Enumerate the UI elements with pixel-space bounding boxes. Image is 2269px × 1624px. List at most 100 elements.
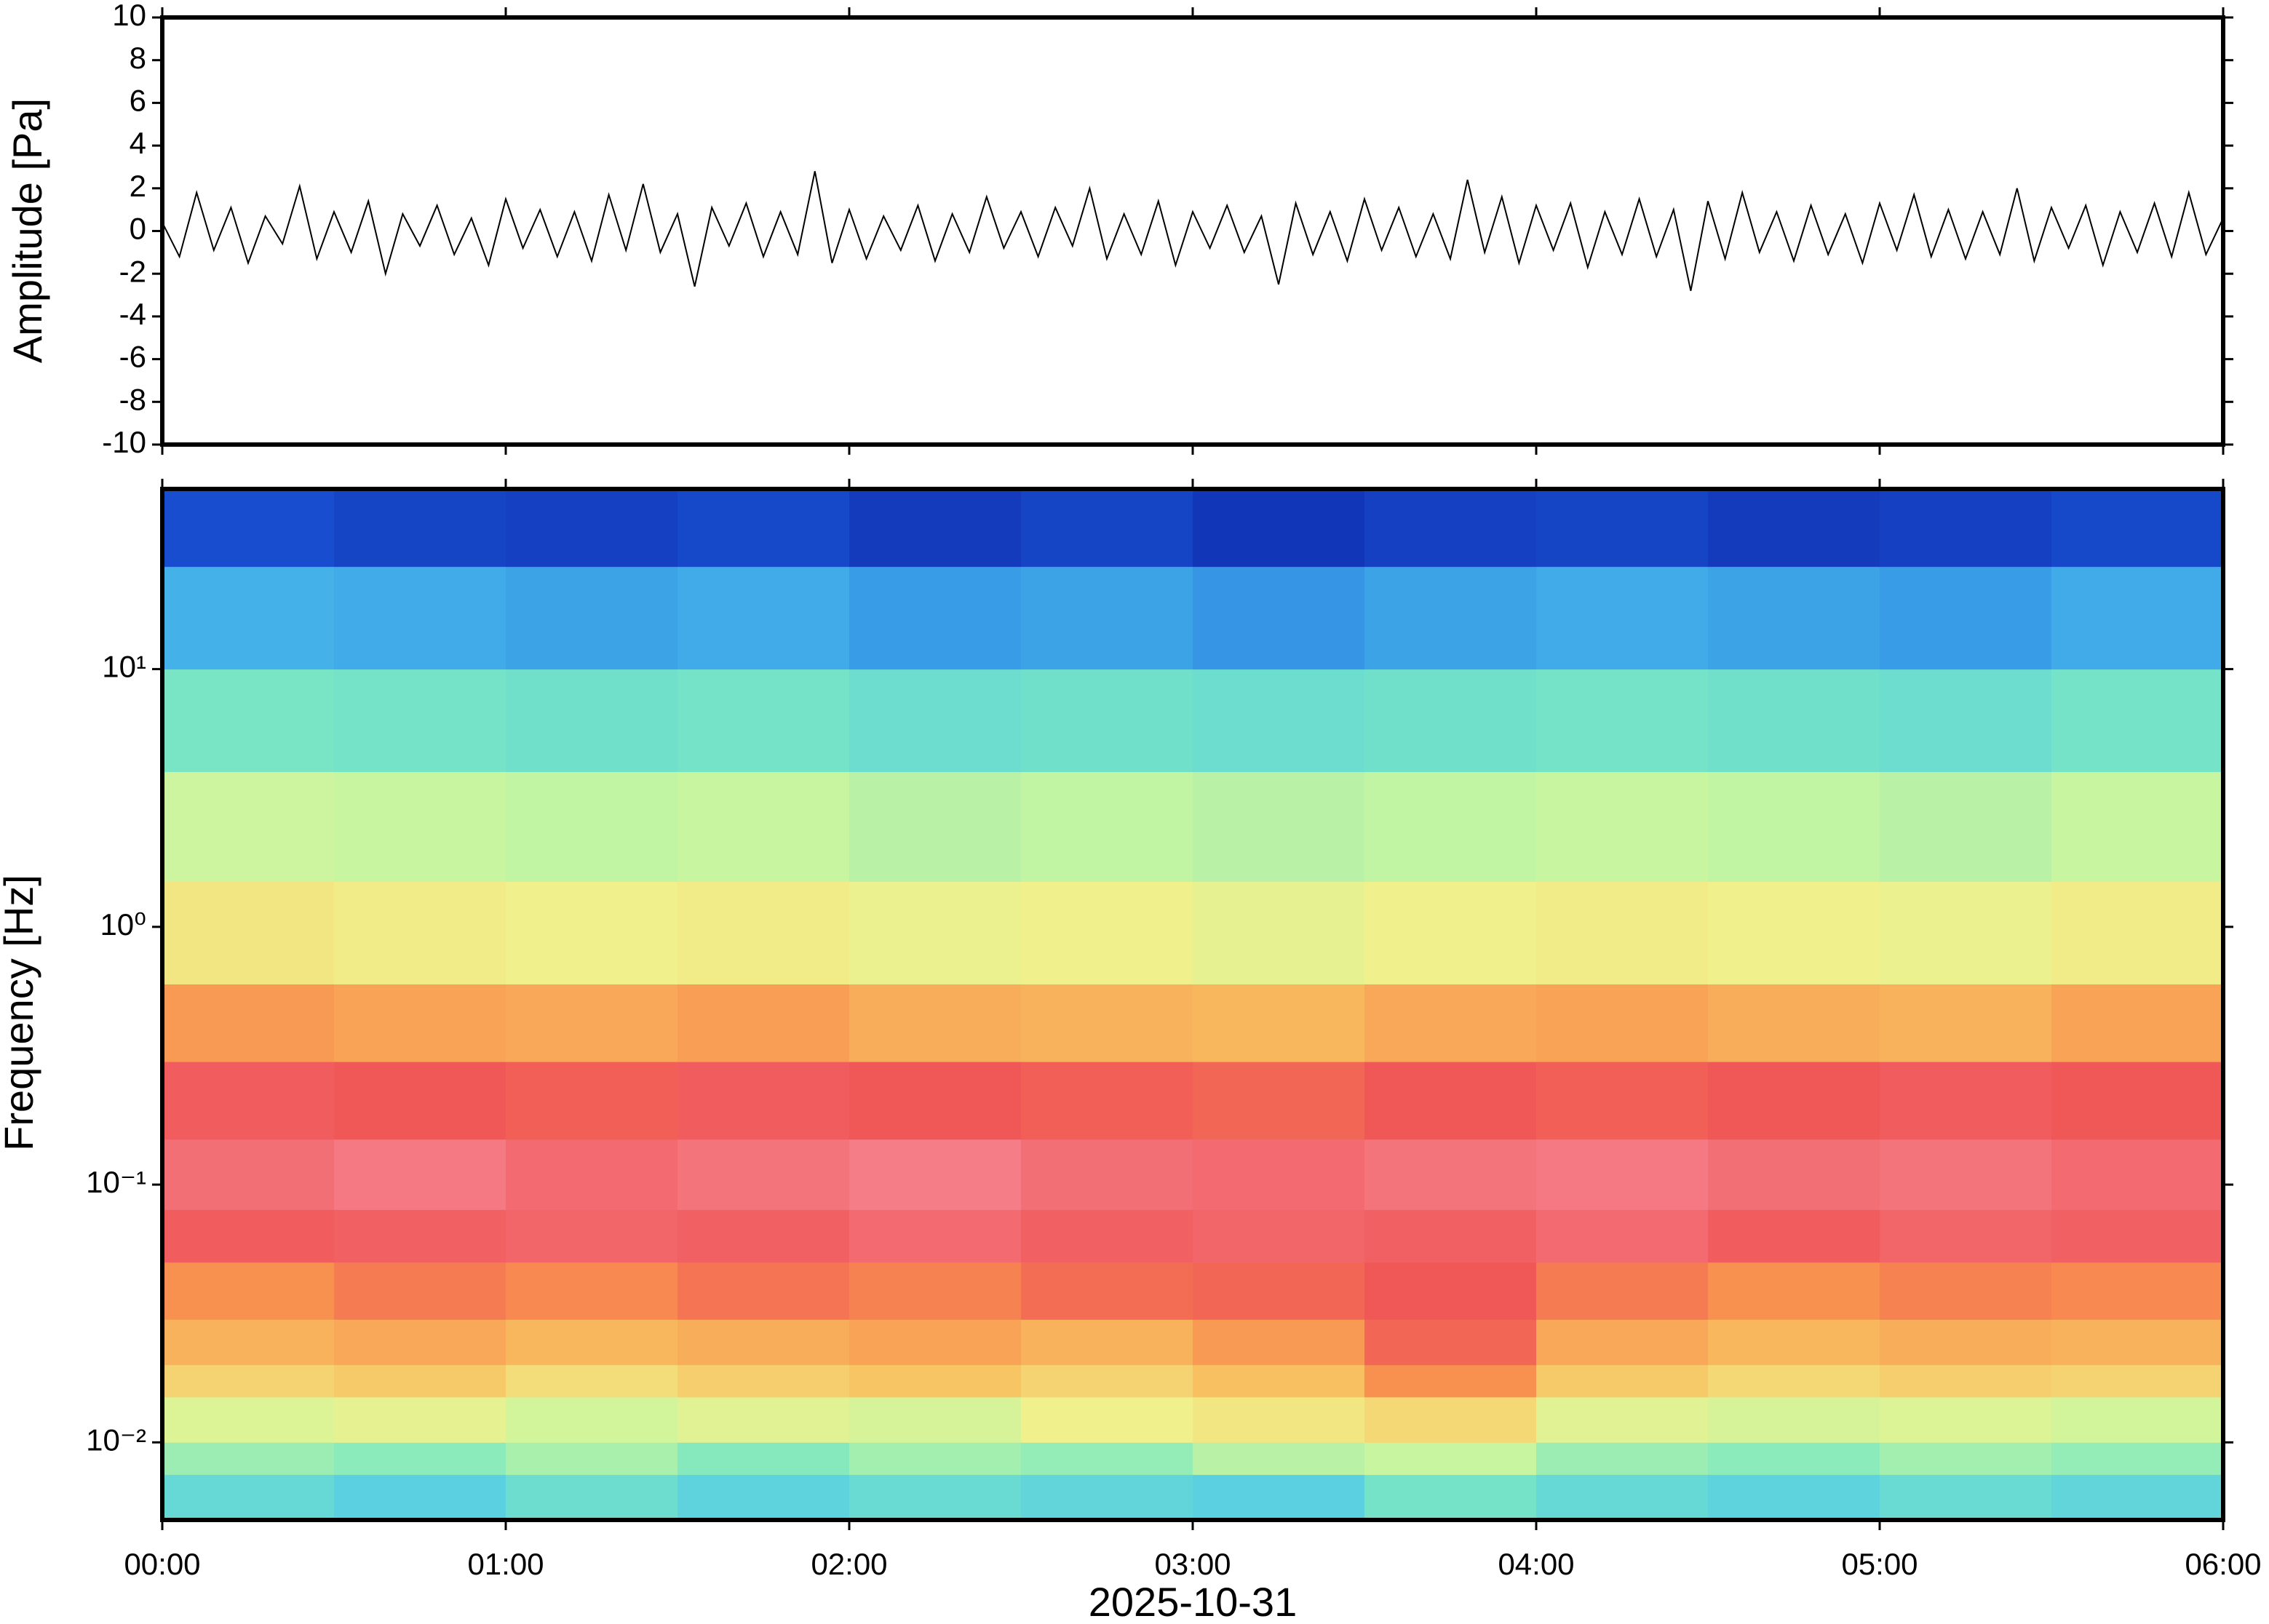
spectrogram-cell	[677, 489, 850, 568]
spectrogram-cell	[1193, 771, 1365, 882]
spectrogram-cell	[849, 1319, 1022, 1366]
spectrogram-cell	[2051, 1209, 2224, 1263]
x-tick-label: 05:00	[1841, 1547, 1918, 1581]
spectrogram-cell	[677, 1062, 850, 1140]
spectrogram-cell	[1021, 771, 1193, 882]
spectrogram-cell	[677, 1396, 850, 1443]
spectrogram-cell	[1021, 1474, 1193, 1521]
spectrogram-cell	[677, 1262, 850, 1320]
spectrogram-cell	[677, 1139, 850, 1210]
spectrogram-cell	[1021, 1396, 1193, 1443]
spectrogram-cell	[849, 771, 1022, 882]
spectrogram-cell	[1880, 1442, 2052, 1476]
spectrogram-cell	[1708, 771, 1880, 882]
spectrogram-cell	[1536, 1319, 1709, 1366]
y-axis-title: Frequency [Hz]	[0, 875, 41, 1151]
spectrogram-cell	[1708, 489, 1880, 568]
spectrogram-cell	[506, 1474, 678, 1521]
spectrogram-cell	[1021, 881, 1193, 984]
spectrogram-cell	[677, 881, 850, 984]
spectrogram-cell	[506, 1139, 678, 1210]
spectrogram-cell	[2051, 1364, 2224, 1398]
spectrogram-cell	[849, 1442, 1022, 1476]
spectrogram-cell	[1536, 1396, 1709, 1443]
spectrogram-cell	[334, 1062, 506, 1140]
spectrogram-cell	[1880, 1139, 2052, 1210]
spectrogram-cell	[2051, 1442, 2224, 1476]
spectrogram-cell	[1021, 1209, 1193, 1263]
spectrogram-cell	[334, 1396, 506, 1443]
spectrogram-cell	[1364, 566, 1537, 670]
spectrogram-cell	[1708, 984, 1880, 1062]
spectrogram-cell	[1880, 881, 2052, 984]
spectrogram-cell	[162, 1319, 335, 1366]
spectrogram-cell	[1880, 1262, 2052, 1320]
spectrogram-cell	[1193, 984, 1365, 1062]
spectrogram-cell	[162, 1442, 335, 1476]
spectrogram-cell	[1536, 1139, 1709, 1210]
spectrogram-cell	[2051, 1474, 2224, 1521]
spectrogram-cell	[849, 566, 1022, 670]
spectrogram-cell	[677, 1442, 850, 1476]
spectrogram-cell	[162, 1262, 335, 1320]
spectrogram-cell	[1021, 1262, 1193, 1320]
spectrogram-cell	[1193, 1396, 1365, 1443]
spectrogram-cell	[334, 771, 506, 882]
spectrogram-cell	[849, 1396, 1022, 1443]
spectrogram-cell	[506, 1364, 678, 1398]
y-tick-label: 4	[130, 126, 146, 160]
spectrogram-cell	[1021, 1319, 1193, 1366]
spectrogram-cell	[1880, 984, 2052, 1062]
spectrogram-cell	[506, 771, 678, 882]
spectrogram-cell	[1021, 1139, 1193, 1210]
spectrogram-cell	[334, 1364, 506, 1398]
y-tick-label: -8	[119, 382, 146, 416]
spectrogram-cell	[334, 1262, 506, 1320]
spectrogram-cell	[162, 1474, 335, 1521]
spectrogram-cell	[1364, 1364, 1537, 1398]
spectrogram-cell	[677, 1209, 850, 1263]
spectrogram-cell	[506, 1209, 678, 1263]
spectrogram-cell	[677, 1319, 850, 1366]
spectrogram-cell	[334, 1442, 506, 1476]
spectrogram-cell	[162, 984, 335, 1062]
spectrogram-cell	[506, 881, 678, 984]
y-tick-label: -10	[102, 425, 146, 459]
spectrogram-cell	[2051, 1062, 2224, 1140]
spectrogram-cell	[506, 566, 678, 670]
spectrogram-cell	[1536, 984, 1709, 1062]
spectrogram-cell	[1536, 1209, 1709, 1263]
spectrogram-cell	[1708, 1396, 1880, 1443]
x-tick-label: 02:00	[811, 1547, 887, 1581]
y-tick-label: -2	[119, 254, 146, 288]
spectrogram-cell	[162, 1364, 335, 1398]
spectrogram-cell	[1536, 1262, 1709, 1320]
spectrogram-cell	[1536, 1474, 1709, 1521]
spectrogram-cell	[1708, 566, 1880, 670]
spectrogram-cell	[1021, 984, 1193, 1062]
spectrogram-cell	[1708, 669, 1880, 773]
spectrogram-cell	[2051, 669, 2224, 773]
y-tick-label: 10	[112, 0, 146, 32]
spectrogram-cell	[1021, 669, 1193, 773]
spectrogram-cell	[849, 1474, 1022, 1521]
spectrogram-cell	[334, 1139, 506, 1210]
spectrogram-cell	[2051, 1139, 2224, 1210]
spectrogram-cell	[1193, 669, 1365, 773]
spectrogram-cell	[1536, 566, 1709, 670]
spectrogram-cell	[1193, 1442, 1365, 1476]
y-tick-label: -4	[119, 297, 146, 331]
spectrogram-cell	[1708, 1209, 1880, 1263]
spectrogram-cell	[849, 1062, 1022, 1140]
spectrogram-cell	[1364, 669, 1537, 773]
spectrogram-cell	[1880, 489, 2052, 568]
y-tick-label: 8	[130, 41, 146, 75]
spectrogram-cell	[1193, 1364, 1365, 1398]
spectrogram-cell	[334, 984, 506, 1062]
spectrogram-cell	[1536, 1442, 1709, 1476]
spectrogram-cell	[506, 1062, 678, 1140]
spectrogram-cell	[506, 669, 678, 773]
x-tick-label: 03:00	[1154, 1547, 1231, 1581]
spectrogram-cell	[677, 1474, 850, 1521]
